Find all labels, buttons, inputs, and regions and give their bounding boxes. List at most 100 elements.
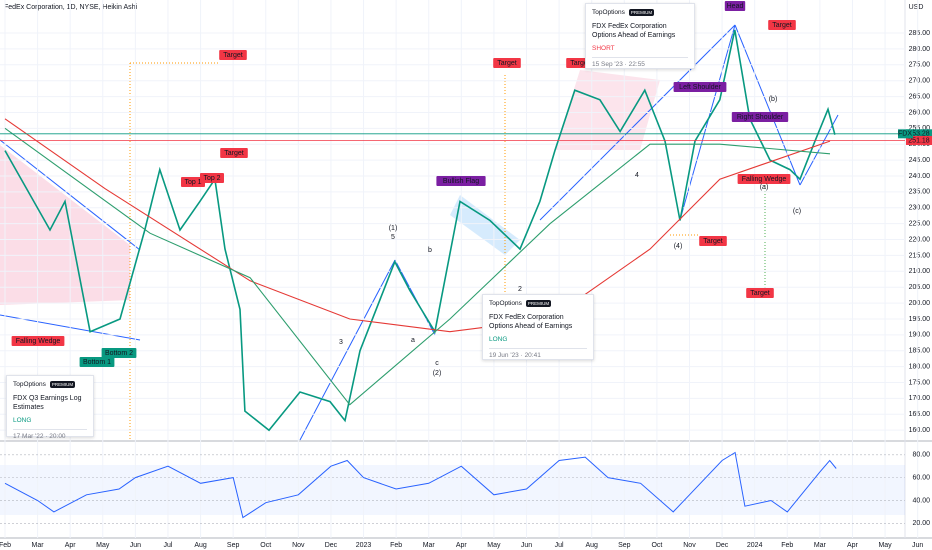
idea-title: FDX FedEx Corporation Options Ahead of E…	[489, 314, 573, 330]
annotation: b	[428, 247, 432, 254]
x-tick-label: Dec	[325, 542, 338, 549]
idea-date: 19 Jun '23 · 20:41	[489, 348, 587, 359]
top-fill	[555, 70, 660, 150]
rsi-line	[4, 451, 837, 519]
currency: USD	[909, 4, 924, 11]
annotation-box	[181, 177, 205, 187]
annotation: 4	[635, 172, 639, 179]
y-tick-label: 240.00	[909, 173, 931, 180]
idea-author: TopOptions	[592, 9, 625, 16]
y-tick-label: 205.00	[909, 284, 931, 291]
annotation: Target	[750, 290, 770, 297]
annotation: Bottom 1	[83, 359, 111, 366]
x-tick-label: Sep	[618, 542, 631, 549]
x-tick-label: Oct	[651, 542, 662, 549]
idea-author-row: TopOptions PREMIUM	[13, 381, 87, 388]
idea-author: TopOptions	[13, 381, 46, 388]
annotation: Target	[570, 60, 590, 67]
annotation: 3	[339, 339, 343, 346]
annotation: Falling Wedge	[742, 176, 787, 183]
x-tick-label: 2023	[356, 542, 372, 549]
y-tick-label: 270.00	[909, 78, 931, 85]
price-line	[4, 127, 831, 406]
annotation-box	[724, 1, 746, 11]
y-tick-label: 280.00	[909, 46, 931, 53]
idea-date: 17 Mar '22 · 20:00	[13, 429, 87, 440]
annotation: Target	[223, 52, 243, 59]
annotation: (c)	[793, 208, 801, 215]
x-tick-label: Jun	[521, 542, 532, 549]
y-tick-label: 275.00	[909, 62, 931, 69]
x-tick-label: May	[878, 542, 892, 549]
price-tag-label: 251.18	[908, 137, 930, 144]
idea-badge: PREMIUM	[628, 9, 655, 16]
y-tick-label: 245.00	[909, 157, 931, 164]
annotation-box	[101, 348, 137, 358]
trend-line	[299, 259, 396, 441]
x-tick-label: Dec	[716, 542, 729, 549]
annotation: Left Shoulder	[679, 84, 721, 91]
annotation: 5	[391, 234, 395, 241]
trend-line	[539, 24, 736, 221]
annotation-box	[731, 112, 789, 122]
x-tick-label: Feb	[781, 542, 793, 549]
annotation-box	[436, 176, 486, 186]
y-tick-label: 185.00	[909, 348, 931, 355]
annotation: Bullish Flag	[443, 178, 479, 185]
chart-title: FedEx Corporation, 1D, NYSE, Heikin Ashi	[4, 4, 138, 11]
price-line	[4, 118, 831, 333]
y-tick-label: 255.00	[909, 125, 931, 132]
rsi-tick-label: 60.00	[912, 474, 930, 481]
annotation: Right Shoulder	[737, 114, 784, 121]
annotation: Top 2	[203, 175, 220, 182]
y-tick-label: 175.00	[909, 379, 931, 386]
y-tick-label: 195.00	[909, 316, 931, 323]
y-tick-label: 180.00	[909, 363, 931, 370]
annotation: Target	[224, 150, 244, 157]
y-tick-label: 200.00	[909, 300, 931, 307]
annotation: Falling Wedge	[16, 338, 61, 345]
annotation: a	[411, 337, 415, 344]
idea-card[interactable]: TopOptions PREMIUM FDX Q3 Earnings Log Est…	[6, 375, 94, 440]
idea-side: SHORT	[592, 45, 615, 52]
idea-side: LONG	[13, 417, 32, 424]
x-tick-label: 2024	[747, 542, 763, 549]
annotation: Head	[727, 3, 744, 10]
annotation: Top 1	[184, 179, 201, 186]
idea-card[interactable]: TopOptions PREMIUM FDX FedEx Corporation O…	[585, 3, 695, 69]
price-line	[4, 29, 836, 432]
x-tick-label: Apr	[65, 542, 77, 549]
annotation: (2)	[433, 370, 442, 377]
y-tick-label: 215.00	[909, 252, 931, 259]
annotation: (b)	[769, 96, 778, 103]
x-tick-label: Mar	[423, 542, 436, 549]
rsi-band	[0, 465, 905, 515]
x-tick-label: Nov	[683, 542, 696, 549]
trend-line	[799, 114, 839, 186]
annotation: (a)	[760, 184, 769, 191]
x-tick-label: Jun	[130, 542, 141, 549]
symbol-tag	[898, 129, 913, 139]
y-tick-label: 220.00	[909, 236, 931, 243]
y-tick-label: 170.00	[909, 395, 931, 402]
annotation: c	[435, 360, 439, 367]
idea-author: TopOptions	[489, 300, 522, 307]
y-tick-label: 285.00	[909, 30, 931, 37]
annotation-box	[673, 82, 727, 92]
annotation: Target	[703, 238, 723, 245]
price-tag-label: 253.28	[908, 131, 930, 138]
idea-date: 15 Sep '23 · 22:55	[592, 57, 688, 68]
x-tick-label: Aug	[194, 542, 207, 549]
annotation-box	[79, 357, 115, 367]
x-tick-label: Apr	[847, 542, 859, 549]
x-tick-label: Jul	[163, 542, 172, 549]
idea-author-row: TopOptions PREMIUM	[489, 300, 587, 307]
idea-card[interactable]: TopOptions PREMIUM FDX FedEx Corporation O…	[482, 294, 594, 360]
x-tick-label: Feb	[390, 542, 402, 549]
rsi-tick-label: 40.00	[912, 497, 930, 504]
annotation: Target	[497, 60, 517, 67]
idea-badge: PREMIUM	[49, 381, 76, 388]
annotation-box	[746, 288, 774, 298]
